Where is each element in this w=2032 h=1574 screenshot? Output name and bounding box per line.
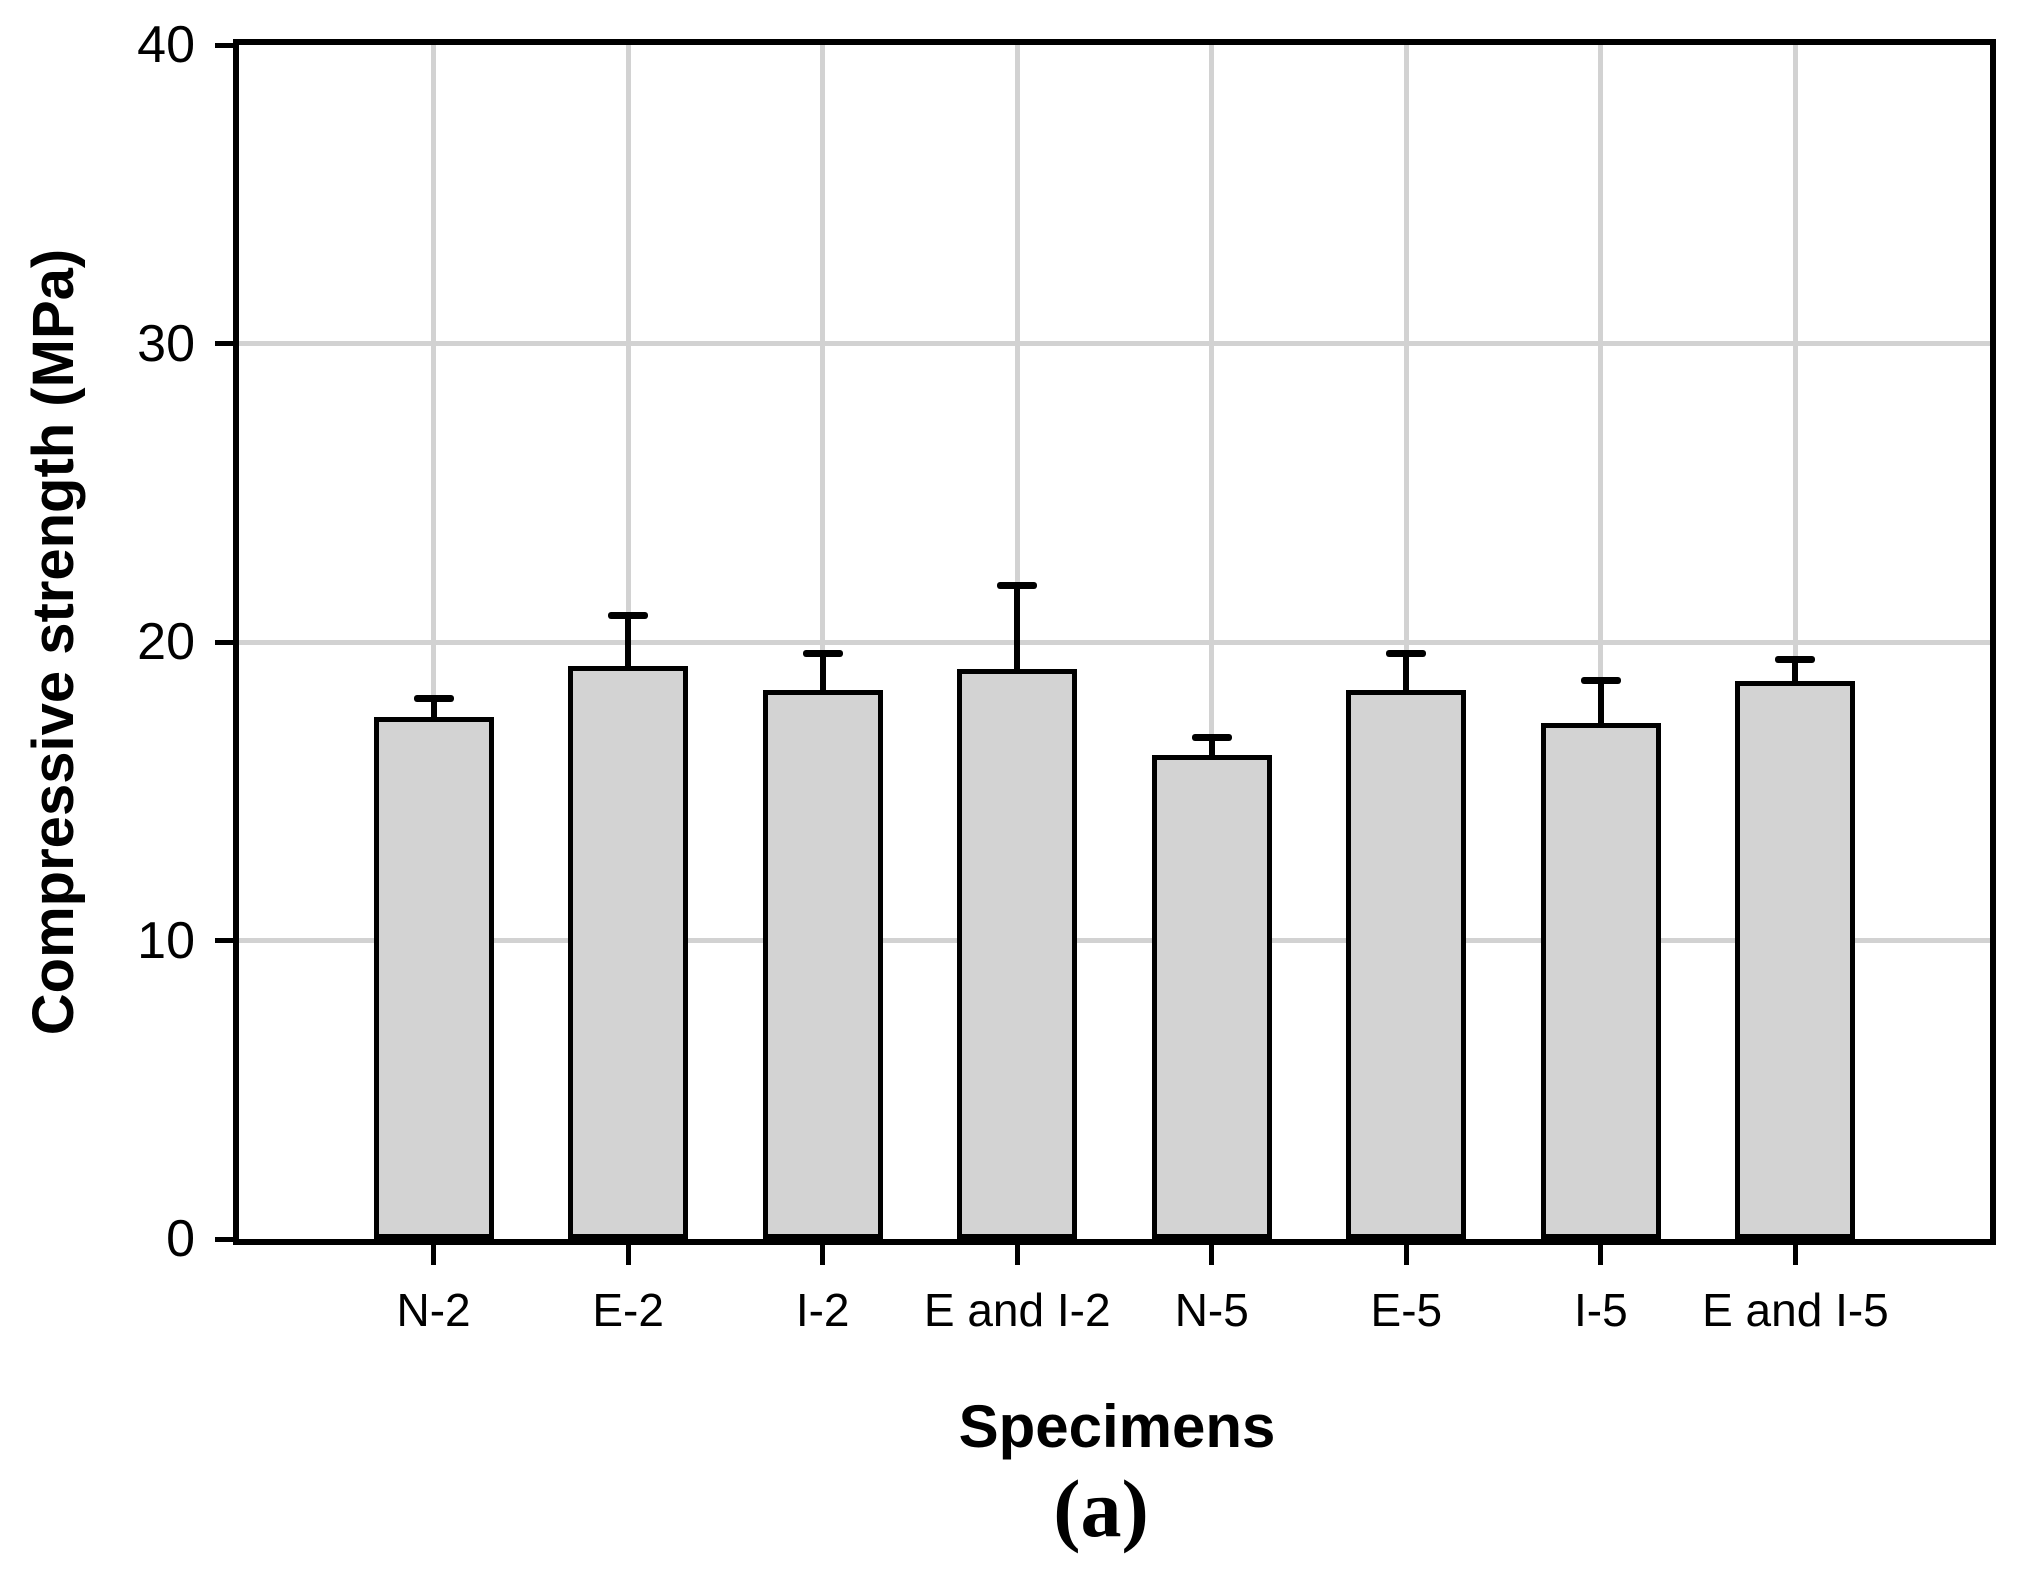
error-bar-stem <box>819 653 826 690</box>
x-axis-tick <box>431 1245 437 1265</box>
bar <box>762 689 883 1239</box>
x-axis-title: Specimens <box>958 1393 1276 1460</box>
bar <box>568 665 689 1239</box>
x-gridline <box>1403 45 1409 1239</box>
error-bar-stem <box>1403 653 1410 690</box>
y-gridline <box>239 639 1990 645</box>
x-tick-label: N-5 <box>1174 1284 1249 1336</box>
subfigure-caption: (a) <box>1053 1463 1149 1554</box>
x-tick-label: E and I-2 <box>923 1284 1111 1336</box>
bar <box>373 716 494 1239</box>
error-bar-cap <box>608 611 649 619</box>
x-tick-label: N-2 <box>396 1284 471 1336</box>
bar <box>1151 755 1272 1239</box>
error-bar-cap <box>413 695 454 703</box>
error-bar-stem <box>625 615 632 666</box>
bar <box>1735 680 1856 1239</box>
y-axis-tick <box>215 42 233 48</box>
y-tick-label: 40 <box>137 16 195 74</box>
bar <box>957 668 1078 1239</box>
x-axis-tick <box>1403 1245 1409 1265</box>
error-bar-stem <box>1208 737 1215 756</box>
x-gridline <box>820 45 826 1239</box>
x-axis-tick <box>625 1245 631 1265</box>
y-gridline <box>239 341 1990 346</box>
x-tick-label: I-5 <box>1574 1284 1628 1336</box>
y-gridline <box>239 938 1990 943</box>
y-axis-tick <box>215 1236 233 1242</box>
error-bar-cap <box>1191 734 1232 742</box>
x-axis-tick <box>1598 1245 1604 1265</box>
error-bar-cap <box>1580 677 1621 685</box>
y-axis-tick <box>215 639 233 645</box>
x-axis-tick <box>820 1245 826 1265</box>
x-axis-tick <box>1792 1245 1798 1265</box>
y-tick-label: 0 <box>166 1210 195 1268</box>
x-axis-tick <box>1209 1245 1215 1265</box>
y-tick-label: 30 <box>137 314 195 373</box>
bar <box>1346 689 1467 1239</box>
error-bar-stem <box>1597 680 1604 723</box>
x-tick-label: E-5 <box>1370 1284 1443 1336</box>
x-axis-tick <box>1014 1245 1020 1265</box>
error-bar-stem <box>430 698 437 717</box>
y-axis-tick <box>215 938 233 943</box>
error-bar-cap <box>802 650 843 658</box>
x-gridline <box>1209 45 1215 1239</box>
y-tick-label: 20 <box>137 613 195 671</box>
y-tick-label: 10 <box>137 911 195 970</box>
error-bar-cap <box>1775 656 1816 664</box>
x-tick-label: E-2 <box>592 1284 664 1336</box>
bar <box>1540 722 1661 1239</box>
error-bar-stem <box>1792 659 1799 681</box>
error-bar-stem <box>1014 585 1021 669</box>
x-gridline <box>1598 45 1604 1239</box>
x-tick-label: I-2 <box>795 1284 850 1336</box>
x-tick-label: E and I-5 <box>1702 1284 1889 1336</box>
x-gridline <box>1792 45 1798 1239</box>
error-bar-cap <box>997 581 1038 589</box>
error-bar-cap <box>1386 650 1427 658</box>
x-gridline <box>431 45 437 1239</box>
y-axis-tick <box>215 341 233 346</box>
